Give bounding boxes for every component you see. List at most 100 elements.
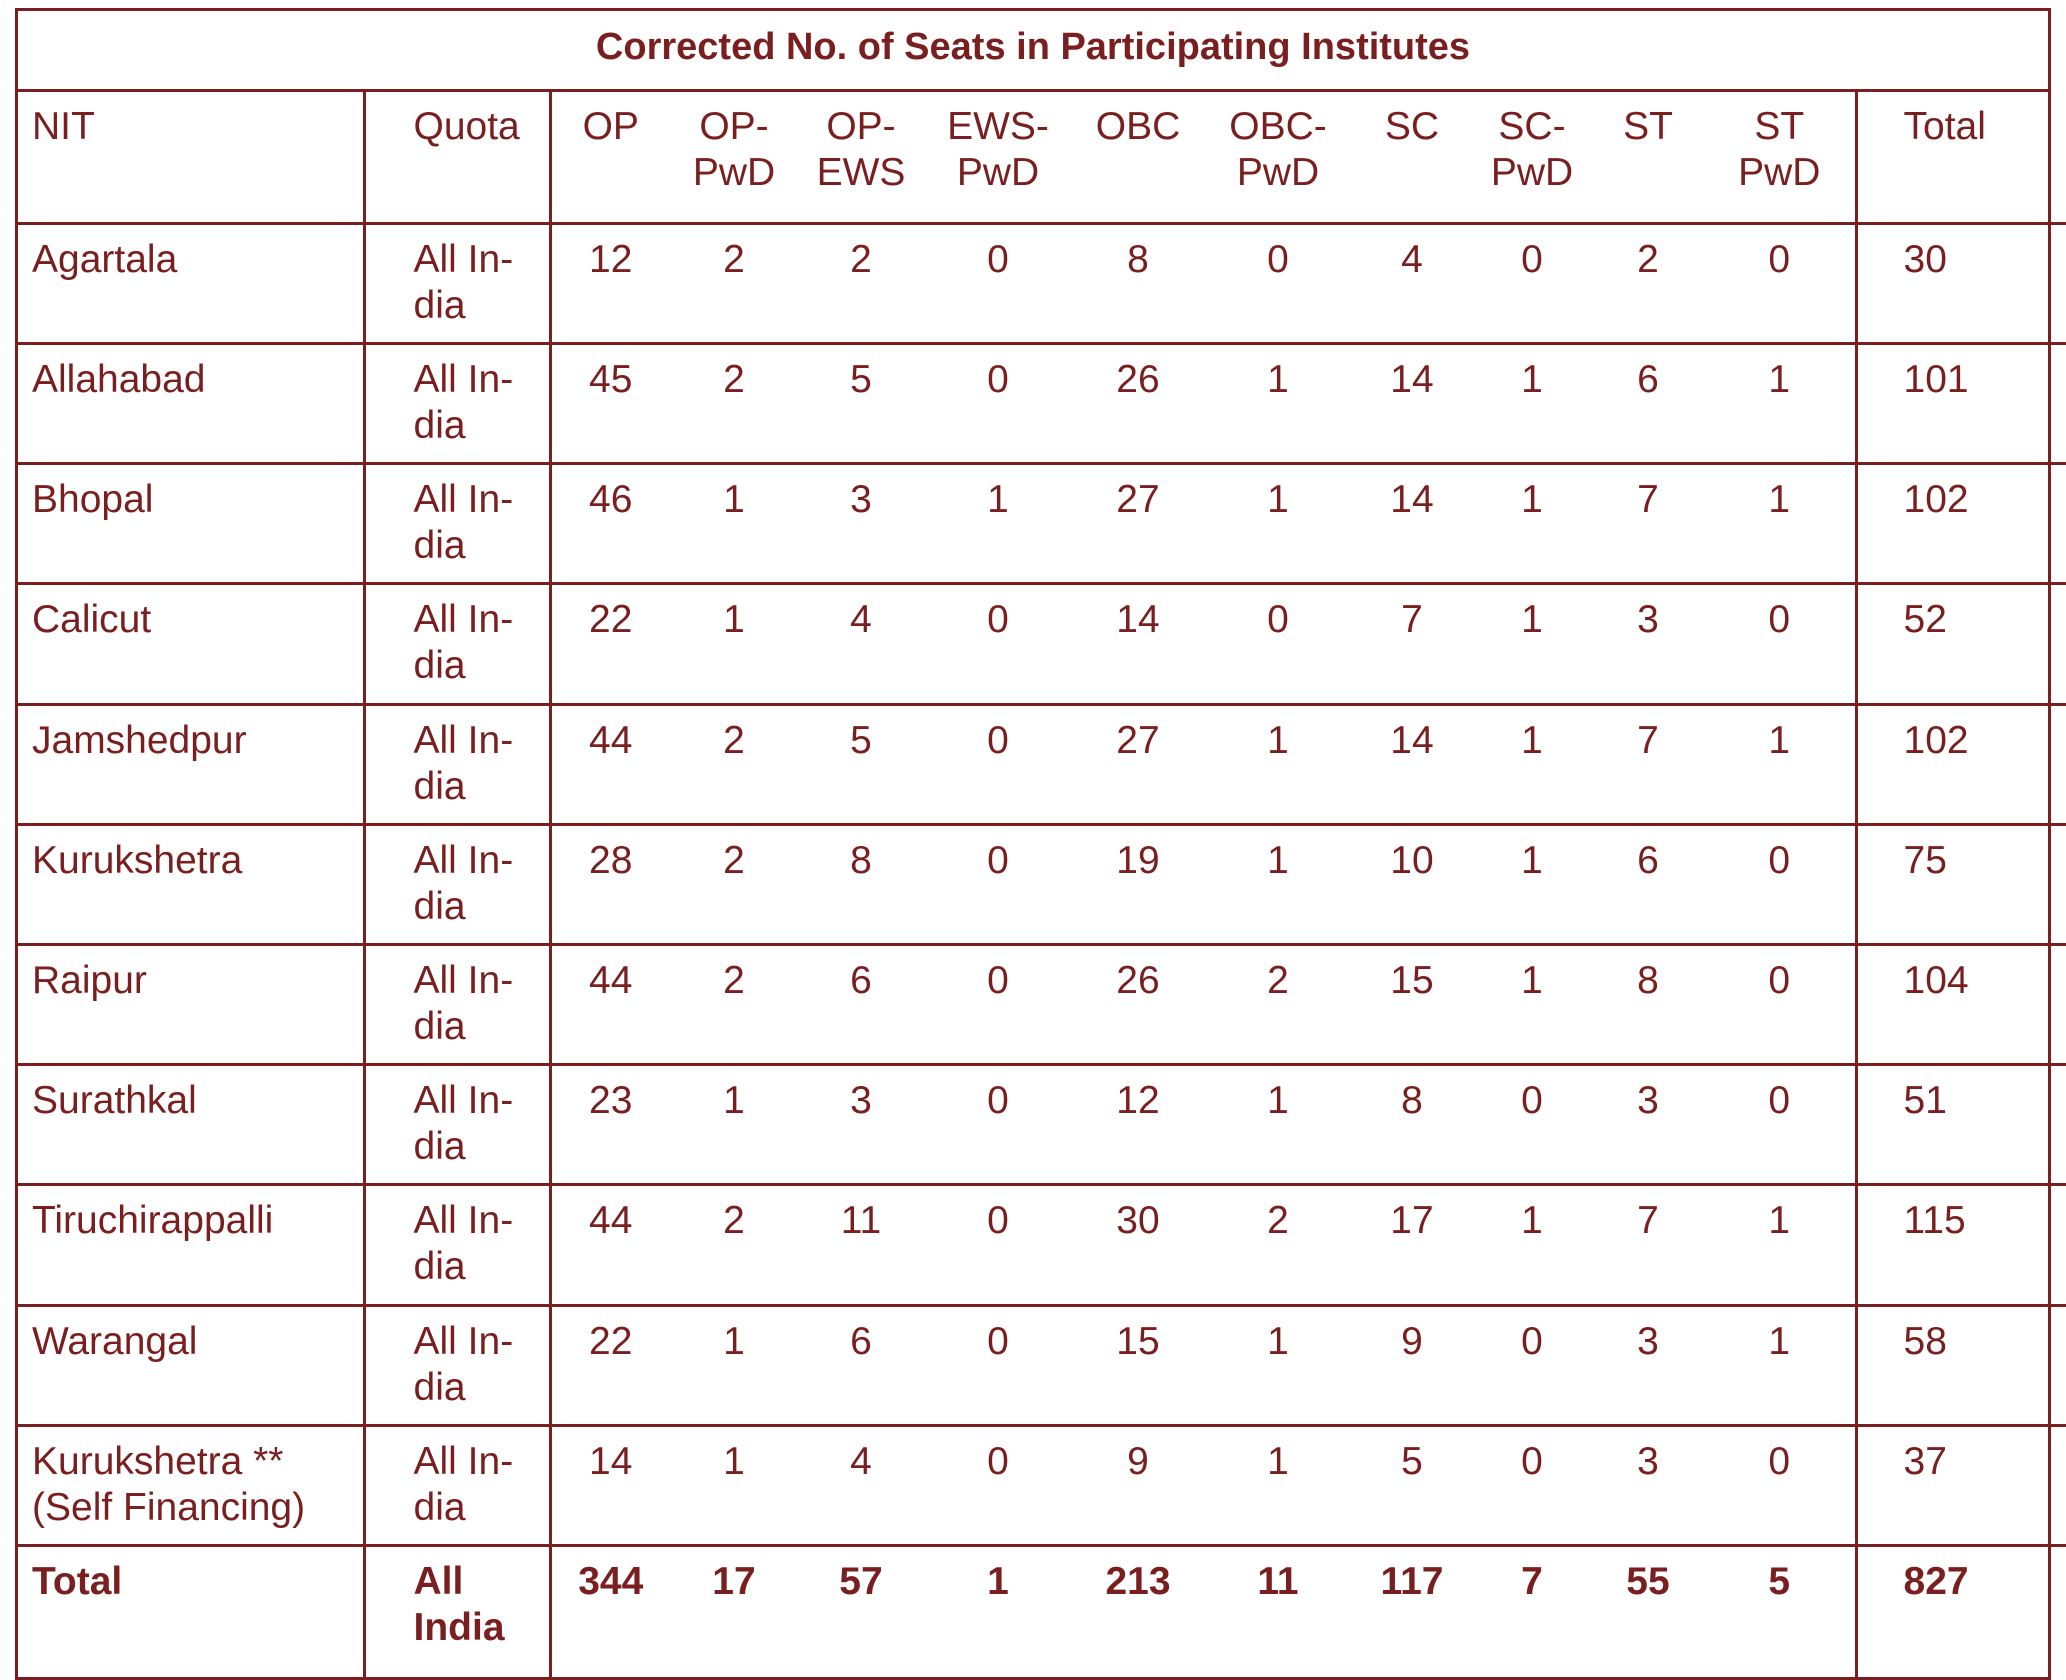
nit-name-cell: Raipur xyxy=(18,943,364,1065)
header-sc: SC xyxy=(1384,105,1440,148)
quota-cell: All In-dia xyxy=(362,1423,550,1546)
obc-seats-cell: 26 xyxy=(1072,342,1204,464)
st-seats-cell: 3 xyxy=(1592,1063,1704,1185)
obc-pwd-seats-cell: 1 xyxy=(1204,1063,1352,1185)
ews-pwd-seats-cell: 0 xyxy=(924,822,1072,945)
table-title: Corrected No. of Seats in Participating … xyxy=(18,11,2048,92)
obc-pwd-seats-cell: 1 xyxy=(1204,702,1352,825)
st-seats-cell: 2 xyxy=(1592,221,1704,344)
obc-pwd-seats-cell: 1 xyxy=(1204,822,1352,945)
total-seats-cell: 51 xyxy=(1854,1063,2066,1185)
header-sc-pwd: SC- PwD xyxy=(1490,105,1574,194)
op-ews-seats-cell: 3 xyxy=(798,462,924,584)
obc-seats-cell: 27 xyxy=(1072,462,1204,584)
obc-seats-cell: 19 xyxy=(1072,822,1204,945)
obc-seats-cell: 14 xyxy=(1072,582,1204,705)
total-seats-cell: 52 xyxy=(1854,582,2066,705)
ews-pwd-seats-cell: 0 xyxy=(924,1063,1072,1185)
obc-pwd-seats-cell: 2 xyxy=(1204,943,1352,1065)
sc-seats-cell: 9 xyxy=(1352,1303,1472,1426)
nit-name-cell: Kurukshetra xyxy=(18,822,364,945)
st-seats-cell: 3 xyxy=(1592,1423,1704,1546)
total-ews-pwd-cell: 1 xyxy=(924,1543,1072,1677)
table-row: Agartala All In-dia 12 2 2 0 8 0 4 0 2 0 30 xyxy=(18,221,2066,344)
op-pwd-seats-cell: 2 xyxy=(670,822,798,945)
op-seats-cell: 45 xyxy=(548,342,670,464)
total-op-ews-cell: 57 xyxy=(798,1543,924,1677)
op-pwd-seats-cell: 2 xyxy=(670,221,798,344)
st-pwd-seats-cell: 0 xyxy=(1704,221,1856,344)
op-seats-cell: 44 xyxy=(548,702,670,825)
header-ews-pwd: EWS- PwD xyxy=(947,105,1049,194)
sc-pwd-seats-cell: 0 xyxy=(1472,1303,1592,1426)
nit-name-cell: Surathkal xyxy=(18,1063,364,1185)
header-obc-pwd: OBC- PwD xyxy=(1229,105,1327,194)
total-seats-cell: 102 xyxy=(1854,702,2066,825)
obc-seats-cell: 12 xyxy=(1072,1063,1204,1185)
op-seats-cell: 23 xyxy=(548,1063,670,1185)
st-seats-cell: 8 xyxy=(1592,943,1704,1065)
total-st-cell: 55 xyxy=(1592,1543,1704,1677)
table-row: Surathkal All In-dia 23 1 3 0 12 1 8 0 3 0 51 xyxy=(18,1063,2066,1185)
obc-seats-cell: 9 xyxy=(1072,1423,1204,1546)
total-seats-cell: 58 xyxy=(1854,1303,2066,1426)
total-op-cell: 344 xyxy=(548,1543,670,1677)
nit-name-cell: Allahabad xyxy=(18,342,364,464)
st-pwd-seats-cell: 0 xyxy=(1704,582,1856,705)
op-seats-cell: 22 xyxy=(548,1303,670,1426)
sc-seats-cell: 4 xyxy=(1352,221,1472,344)
obc-pwd-seats-cell: 1 xyxy=(1204,1303,1352,1426)
obc-pwd-seats-cell: 0 xyxy=(1204,582,1352,705)
ews-pwd-seats-cell: 0 xyxy=(924,342,1072,464)
op-pwd-seats-cell: 1 xyxy=(670,462,798,584)
st-seats-cell: 7 xyxy=(1592,702,1704,825)
table-row: Allahabad All In-dia 45 2 5 0 26 1 14 1 6 1 101 xyxy=(18,342,2066,464)
table-row: Bhopal All In-dia 46 1 3 1 27 1 14 1 7 1 102 xyxy=(18,462,2066,584)
sc-pwd-seats-cell: 1 xyxy=(1472,943,1592,1065)
sc-seats-cell: 5 xyxy=(1352,1423,1472,1546)
op-ews-seats-cell: 2 xyxy=(798,221,924,344)
op-pwd-seats-cell: 2 xyxy=(670,342,798,464)
nit-name-cell: Bhopal xyxy=(18,462,364,584)
sc-pwd-seats-cell: 1 xyxy=(1472,582,1592,705)
op-ews-seats-cell: 11 xyxy=(798,1183,924,1306)
obc-seats-cell: 30 xyxy=(1072,1183,1204,1306)
header-op-pwd: OP- PwD xyxy=(692,105,776,194)
obc-seats-cell: 8 xyxy=(1072,221,1204,344)
op-seats-cell: 44 xyxy=(548,943,670,1065)
ews-pwd-seats-cell: 0 xyxy=(924,1183,1072,1306)
nit-name-cell: Calicut xyxy=(18,582,364,705)
sc-pwd-seats-cell: 1 xyxy=(1472,702,1592,825)
op-ews-seats-cell: 5 xyxy=(798,702,924,825)
sc-pwd-seats-cell: 1 xyxy=(1472,342,1592,464)
quota-cell: All In-dia xyxy=(362,221,550,344)
table-row: Jamshedpur All In-dia 44 2 5 0 27 1 14 1 7 1 102 xyxy=(18,702,2066,825)
ews-pwd-seats-cell: 0 xyxy=(924,1423,1072,1546)
obc-pwd-seats-cell: 1 xyxy=(1204,342,1352,464)
total-sc-cell: 117 xyxy=(1352,1543,1472,1677)
obc-pwd-seats-cell: 0 xyxy=(1204,221,1352,344)
total-seats-cell: 102 xyxy=(1854,462,2066,584)
st-seats-cell: 3 xyxy=(1592,582,1704,705)
st-pwd-seats-cell: 0 xyxy=(1704,943,1856,1065)
ews-pwd-seats-cell: 0 xyxy=(924,582,1072,705)
sc-pwd-seats-cell: 1 xyxy=(1472,822,1592,945)
op-pwd-seats-cell: 1 xyxy=(670,582,798,705)
ews-pwd-seats-cell: 0 xyxy=(924,221,1072,344)
sc-pwd-seats-cell: 0 xyxy=(1472,1423,1592,1546)
sc-seats-cell: 8 xyxy=(1352,1063,1472,1185)
sc-pwd-seats-cell: 0 xyxy=(1472,221,1592,344)
quota-cell: All In-dia xyxy=(362,582,550,705)
st-pwd-seats-cell: 1 xyxy=(1704,1303,1856,1426)
total-label-cell: Total xyxy=(18,1543,364,1677)
total-quota-cell: All India xyxy=(362,1543,550,1677)
sc-seats-cell: 17 xyxy=(1352,1183,1472,1306)
op-pwd-seats-cell: 2 xyxy=(670,1183,798,1306)
op-pwd-seats-cell: 2 xyxy=(670,702,798,825)
header-nit: NIT xyxy=(32,105,95,148)
header-op: OP xyxy=(548,92,670,224)
obc-pwd-seats-cell: 2 xyxy=(1204,1183,1352,1306)
quota-cell: All In-dia xyxy=(362,702,550,825)
op-seats-cell: 22 xyxy=(548,582,670,705)
op-seats-cell: 14 xyxy=(548,1423,670,1546)
